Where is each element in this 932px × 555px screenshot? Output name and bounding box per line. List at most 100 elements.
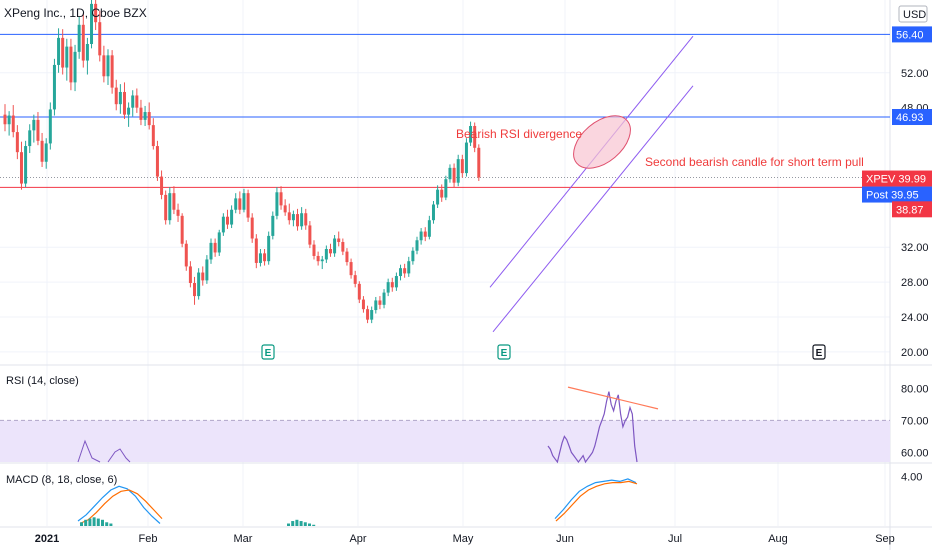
earnings-marker[interactable]: E bbox=[497, 344, 511, 360]
rsi-tick: 70.00 bbox=[901, 415, 929, 427]
candle-body bbox=[127, 107, 131, 115]
candle-body bbox=[135, 95, 139, 108]
candle-body bbox=[473, 125, 477, 148]
candle-body bbox=[403, 268, 407, 274]
candle-body bbox=[456, 159, 460, 183]
candle-body bbox=[114, 87, 118, 105]
candle-body bbox=[217, 232, 221, 253]
rsi-pane bbox=[0, 386, 890, 464]
price-tick: 32.00 bbox=[901, 242, 929, 254]
candle-body bbox=[238, 198, 242, 210]
symbol-title[interactable]: XPeng Inc., 1D, Cboe BZX bbox=[4, 6, 147, 20]
candle-body bbox=[176, 209, 180, 216]
candle-body bbox=[110, 55, 114, 88]
candle-body bbox=[65, 46, 69, 68]
candle-body bbox=[3, 114, 7, 125]
candle-body bbox=[452, 167, 456, 183]
earnings-marker[interactable]: E bbox=[261, 344, 275, 360]
candle-body bbox=[283, 205, 287, 213]
channel-lower-line[interactable] bbox=[492, 85, 694, 333]
candle-body bbox=[230, 209, 234, 225]
candle-body bbox=[394, 276, 398, 288]
price-badges: 56.40 46.93 XPEV 39.99 Post 39.95 38.87 bbox=[862, 26, 932, 218]
currency-label[interactable]: USD bbox=[903, 9, 926, 21]
candle-body bbox=[197, 272, 201, 297]
candle-body bbox=[118, 91, 122, 105]
candle-body bbox=[106, 55, 110, 77]
candle-body bbox=[81, 24, 85, 61]
divergence-annotation[interactable]: Bearish RSI divergence bbox=[456, 127, 583, 141]
price-tick: 24.00 bbox=[901, 312, 929, 324]
candle-body bbox=[386, 282, 390, 293]
macd-histogram-bar bbox=[101, 519, 104, 526]
candle-body bbox=[345, 251, 349, 263]
candle-body bbox=[69, 46, 73, 83]
rsi-tick: 60.00 bbox=[901, 447, 929, 459]
candle-body bbox=[440, 189, 444, 198]
earnings-marker-box[interactable] bbox=[812, 344, 826, 360]
candle-body bbox=[151, 125, 155, 147]
candle-body bbox=[275, 192, 279, 216]
time-axis[interactable]: 2021 Feb Mar Apr May Jun Jul Aug Sep bbox=[35, 533, 895, 545]
macd-title[interactable]: MACD (8, 18, close, 6) bbox=[6, 474, 118, 486]
candle-body bbox=[390, 282, 394, 288]
candle-body bbox=[122, 91, 126, 115]
candle-body bbox=[361, 299, 365, 310]
badge-56: 56.40 bbox=[896, 29, 924, 41]
signal-line-early bbox=[79, 489, 163, 525]
candle-body bbox=[143, 112, 147, 120]
rsi-line-early bbox=[77, 439, 101, 463]
candle-body bbox=[209, 242, 213, 260]
macd-histogram-bar bbox=[291, 521, 295, 526]
earnings-marker-box[interactable] bbox=[261, 344, 275, 360]
macd-histogram-bar bbox=[80, 522, 83, 526]
macd-histogram-bar bbox=[295, 519, 299, 526]
candle-body bbox=[353, 275, 357, 284]
earnings-marker-box[interactable] bbox=[497, 344, 511, 360]
badge-38: 38.87 bbox=[896, 204, 924, 216]
candle-body bbox=[180, 215, 184, 244]
candle-body bbox=[225, 216, 229, 225]
macd-histogram-bar bbox=[84, 519, 88, 526]
candle-body bbox=[61, 37, 65, 68]
candle-body bbox=[328, 248, 332, 254]
macd-histogram-bar bbox=[312, 524, 316, 526]
candle-body bbox=[291, 214, 295, 221]
divergence-ellipse[interactable] bbox=[564, 105, 640, 178]
candle-body bbox=[98, 22, 102, 56]
price-channel[interactable] bbox=[489, 35, 694, 333]
earnings-marker-label: E bbox=[816, 348, 823, 359]
candle-body bbox=[337, 238, 341, 243]
candle-body bbox=[312, 244, 316, 256]
time-label: Aug bbox=[768, 533, 788, 545]
candle-body bbox=[77, 24, 81, 52]
candle-body bbox=[279, 192, 283, 206]
candle-body bbox=[7, 115, 11, 125]
earnings-marker-label: E bbox=[501, 348, 508, 359]
badge-symbol: XPEV 39.99 bbox=[866, 174, 926, 186]
candle-annotation[interactable]: Second bearish candle for short term pul… bbox=[645, 155, 865, 169]
candle-body bbox=[57, 37, 61, 65]
candle-body bbox=[48, 109, 52, 144]
rsi-divergence-line[interactable] bbox=[567, 386, 659, 410]
rsi-title[interactable]: RSI (14, close) bbox=[6, 375, 79, 387]
macd-histogram-bar bbox=[96, 518, 100, 526]
candle-body bbox=[296, 214, 300, 227]
macd-histogram-bar bbox=[299, 521, 303, 526]
candle-body bbox=[271, 215, 275, 236]
candle-body bbox=[85, 43, 89, 61]
candle-body bbox=[73, 51, 77, 83]
candle-body bbox=[374, 300, 378, 311]
candle-body bbox=[460, 159, 464, 174]
earnings-marker[interactable]: E bbox=[812, 344, 826, 360]
currency-box[interactable] bbox=[898, 5, 928, 23]
candle-body bbox=[423, 231, 427, 237]
badge-38-bg bbox=[892, 201, 932, 218]
candle-body bbox=[464, 142, 468, 174]
candle-body bbox=[184, 243, 188, 267]
price-axis[interactable]: USD20.0024.0028.0032.0052.0048.0080.0070… bbox=[898, 5, 929, 483]
earnings-marker-label: E bbox=[265, 348, 272, 359]
